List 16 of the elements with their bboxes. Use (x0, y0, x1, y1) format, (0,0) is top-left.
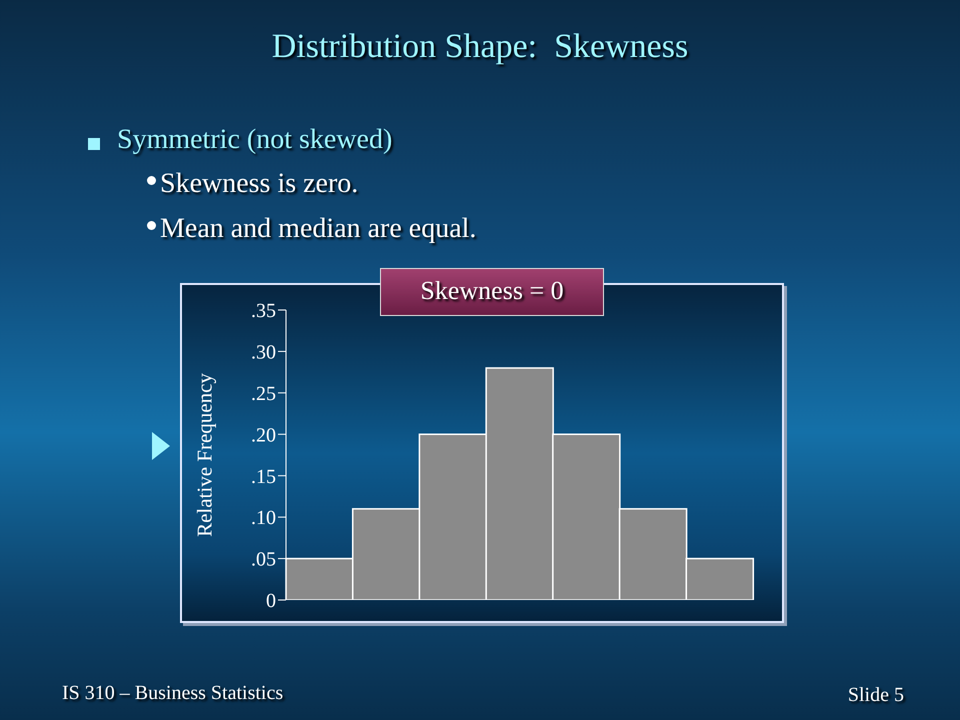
y-tick-label: .25 (251, 382, 276, 405)
y-tick-label: .30 (251, 342, 276, 364)
chart-title: Distribution Shape: Skewness (270, 28, 690, 66)
y-axis-title: Relative Frequency (192, 372, 216, 537)
text: Slide 5 (848, 684, 904, 707)
text: Skewness is zero. (160, 168, 358, 200)
text: Mean and median are equal. (160, 213, 476, 245)
y-tick-label: .15 (251, 466, 276, 488)
text: IS 310 – Business Statistics (62, 682, 284, 705)
y-tick-label: .10 (251, 507, 276, 530)
chart-subtitle: Symmetric (not skewed) (117, 124, 392, 156)
y-tick-label: .20 (251, 424, 276, 446)
y-tick-label: .05 (251, 548, 276, 571)
y-tick-label: .35 (251, 300, 276, 322)
text: Skewness = 0 (380, 268, 604, 316)
y-tick-label: 0 (266, 590, 276, 612)
